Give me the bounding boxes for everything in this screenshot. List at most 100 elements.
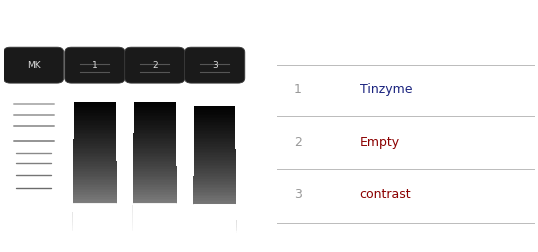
Bar (73, 176, 117, 177)
Bar (194, 112, 235, 114)
FancyBboxPatch shape (72, 203, 117, 234)
Bar (193, 201, 236, 203)
Bar (133, 180, 176, 182)
Bar (74, 121, 116, 123)
Bar (194, 110, 235, 112)
Bar (74, 139, 116, 141)
Bar (193, 192, 236, 193)
Bar (133, 195, 177, 197)
Bar (73, 218, 117, 220)
Bar (193, 224, 237, 225)
Bar (133, 146, 176, 148)
Bar (133, 123, 176, 124)
Bar (133, 162, 176, 164)
Bar (73, 171, 117, 172)
Bar (193, 206, 236, 208)
Bar (73, 144, 116, 146)
Bar (193, 225, 237, 227)
Bar (74, 113, 116, 115)
Bar (73, 207, 117, 208)
Bar (133, 148, 176, 149)
Bar (133, 187, 177, 189)
Bar (194, 179, 236, 180)
Bar (193, 197, 236, 198)
Text: contrast: contrast (360, 187, 412, 201)
Bar (132, 207, 177, 208)
Bar (73, 213, 117, 215)
Bar (73, 156, 116, 158)
Bar (72, 223, 117, 225)
Bar (133, 135, 176, 136)
Bar (134, 118, 176, 120)
Bar (194, 138, 235, 139)
Bar (74, 107, 116, 108)
Bar (74, 124, 116, 126)
Bar (133, 182, 176, 184)
Bar (193, 219, 237, 220)
Bar (194, 127, 235, 128)
Bar (193, 231, 237, 233)
Text: 3: 3 (212, 60, 217, 70)
Bar (73, 185, 117, 187)
Bar (73, 182, 117, 184)
Bar (133, 158, 176, 159)
Bar (194, 122, 235, 123)
Bar (74, 111, 116, 113)
Bar (132, 213, 177, 215)
Bar (73, 220, 117, 222)
Bar (73, 212, 117, 213)
Bar (133, 185, 177, 187)
Bar (133, 161, 176, 162)
Bar (132, 220, 177, 222)
Bar (132, 210, 177, 212)
Bar (194, 106, 235, 107)
Bar (193, 204, 236, 206)
Bar (74, 126, 116, 128)
Bar (74, 108, 116, 110)
Bar (72, 227, 117, 228)
Bar (73, 143, 116, 144)
Bar (132, 212, 177, 213)
Bar (194, 130, 235, 131)
Bar (194, 147, 236, 149)
Bar (72, 231, 117, 233)
Bar (74, 141, 116, 143)
Bar (194, 141, 236, 142)
Bar (194, 115, 235, 117)
Bar (73, 149, 116, 151)
Bar (132, 231, 178, 233)
Bar (72, 222, 117, 223)
Bar (73, 194, 117, 195)
Bar (73, 202, 117, 203)
Bar (133, 143, 176, 144)
Bar (73, 161, 117, 162)
Bar (134, 103, 175, 105)
Bar (133, 190, 177, 192)
Bar (133, 149, 176, 151)
Bar (73, 199, 117, 200)
Bar (193, 184, 236, 185)
Text: 3: 3 (294, 187, 302, 201)
Bar (194, 157, 236, 158)
Bar (133, 141, 176, 143)
Bar (73, 197, 117, 199)
Bar (194, 123, 235, 125)
Bar (133, 159, 176, 161)
Bar (133, 171, 176, 172)
Bar (193, 217, 237, 219)
Bar (194, 153, 236, 155)
Text: MK: MK (27, 60, 40, 70)
Bar (194, 163, 236, 165)
Bar (133, 121, 176, 123)
Bar (132, 228, 178, 230)
FancyBboxPatch shape (193, 204, 237, 234)
Bar (133, 152, 176, 154)
FancyBboxPatch shape (4, 47, 63, 83)
Bar (74, 103, 116, 105)
Bar (194, 139, 236, 141)
Bar (74, 136, 116, 138)
Bar (133, 167, 176, 169)
Bar (194, 152, 236, 153)
Bar (134, 105, 176, 107)
Bar (133, 138, 176, 139)
